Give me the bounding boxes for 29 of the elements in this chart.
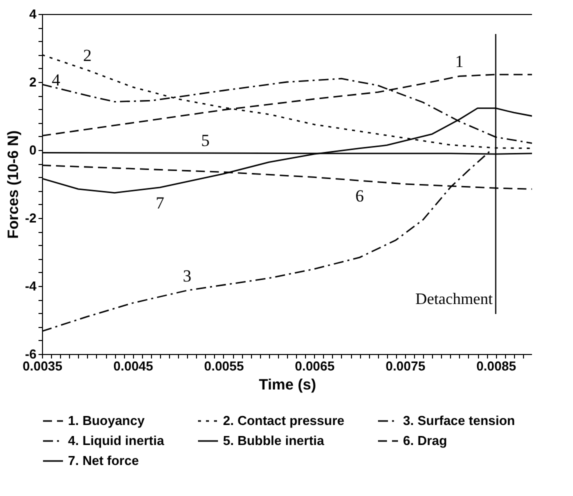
annotation: 7 xyxy=(156,193,165,212)
x-tick-label: 0.0085 xyxy=(476,358,516,374)
annotation: 6 xyxy=(355,186,364,206)
y-tick-label: -6 xyxy=(24,346,36,362)
x-tick-label: 0.0055 xyxy=(204,358,244,374)
annotation: 1 xyxy=(455,52,464,72)
y-axis-title: Forces (10-6 N) xyxy=(4,130,22,239)
legend-label: 1. Buoyancy xyxy=(68,413,146,428)
legend-label: 3. Surface tension xyxy=(403,413,516,428)
legend-label: 5. Bubble inertia xyxy=(223,433,325,448)
y-tick-label: 2 xyxy=(29,74,36,90)
annotation: 4 xyxy=(52,70,61,90)
annotation: 2 xyxy=(83,46,92,66)
y-tick-label: 0 xyxy=(29,142,36,158)
legend-label: 7. Net force xyxy=(68,453,139,468)
y-tick-label: -4 xyxy=(24,278,38,294)
annotation: 5 xyxy=(201,131,210,150)
x-tick-label: 0.0045 xyxy=(113,358,154,374)
x-tick-label: 0.0035 xyxy=(22,358,62,374)
x-tick-label: 0.0065 xyxy=(294,358,335,374)
legend-label: 6. Drag xyxy=(403,433,448,448)
legend-label: 4. Liquid inertia xyxy=(68,433,165,448)
x-tick-label: 0.0075 xyxy=(386,358,426,374)
annotation: 3 xyxy=(182,266,192,286)
y-tick-label: -2 xyxy=(24,210,36,226)
legend-label: 2. Contact pressure xyxy=(223,413,344,428)
y-tick-label: 4 xyxy=(29,6,38,22)
x-axis-title: Time (s) xyxy=(258,376,316,394)
ref-line-label: Detachment xyxy=(415,291,494,308)
